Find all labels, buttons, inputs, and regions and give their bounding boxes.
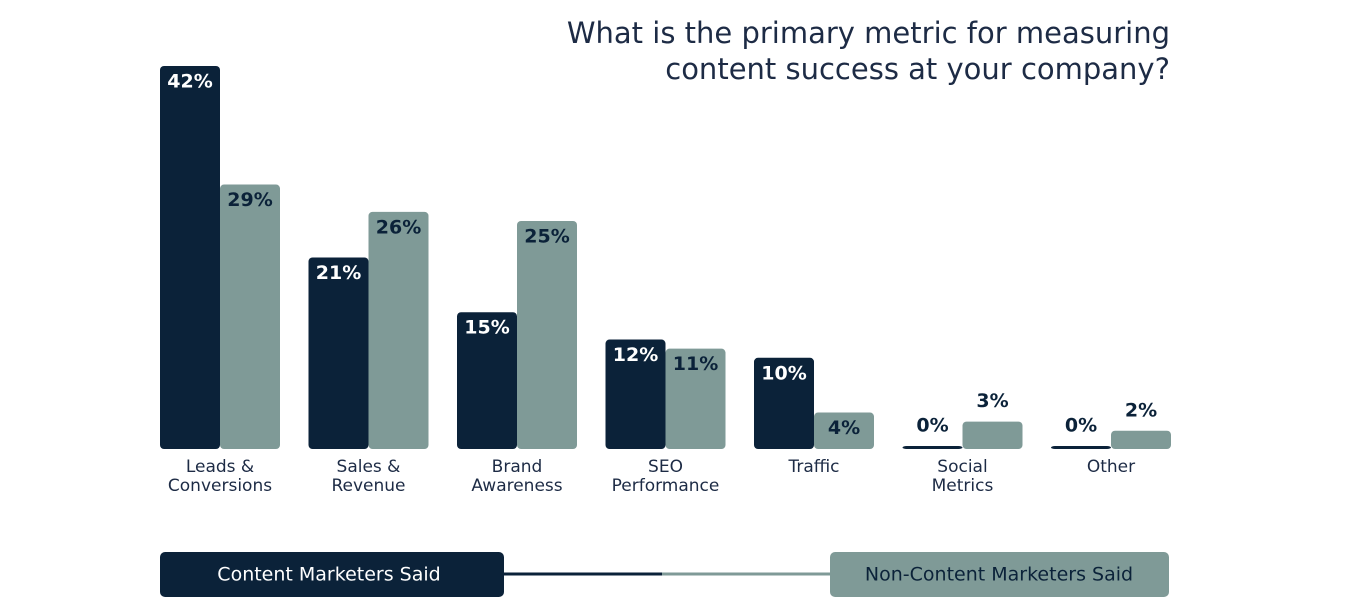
value-label: 25% [524, 226, 569, 248]
value-label: 4% [828, 417, 860, 439]
bar [368, 211, 429, 449]
value-label: 42% [167, 70, 212, 92]
x-tick-label: Brand Awareness [471, 457, 562, 496]
x-tick-label: Other [1087, 457, 1135, 477]
value-label: 21% [316, 262, 361, 284]
bar [962, 421, 1023, 449]
x-tick-label: Social Metrics [932, 457, 994, 496]
bar [605, 339, 666, 449]
legend-swatch [830, 552, 1169, 597]
value-label: 12% [613, 344, 658, 366]
value-label: 0% [1065, 415, 1097, 437]
value-label: 11% [673, 353, 718, 375]
value-label: 3% [976, 390, 1008, 412]
bar [220, 184, 280, 449]
chart-title: What is the primary metric for measuring… [567, 16, 1170, 86]
bar [665, 348, 726, 449]
legend-label: Non-Content Marketers Said [865, 564, 1133, 586]
value-label: 0% [916, 415, 948, 437]
bar [754, 357, 814, 449]
value-label: 29% [227, 189, 272, 211]
bar [902, 446, 963, 449]
x-tick-label: SEO Performance [612, 457, 720, 496]
bar [308, 257, 369, 449]
bar [814, 412, 874, 449]
bar [517, 221, 577, 449]
value-label: 10% [761, 362, 806, 384]
x-tick-label: Leads & Conversions [168, 457, 272, 496]
x-tick-label: Traffic [787, 457, 839, 477]
bar [457, 312, 517, 449]
value-label: 26% [376, 216, 421, 238]
legend-swatch [160, 552, 504, 597]
x-tick-label: Sales & Revenue [331, 457, 405, 496]
bar [160, 65, 220, 450]
bar [1051, 446, 1111, 449]
bar [1111, 430, 1171, 449]
legend-label: Content Marketers Said [217, 564, 440, 586]
value-label: 2% [1125, 399, 1157, 421]
value-label: 15% [464, 317, 509, 339]
